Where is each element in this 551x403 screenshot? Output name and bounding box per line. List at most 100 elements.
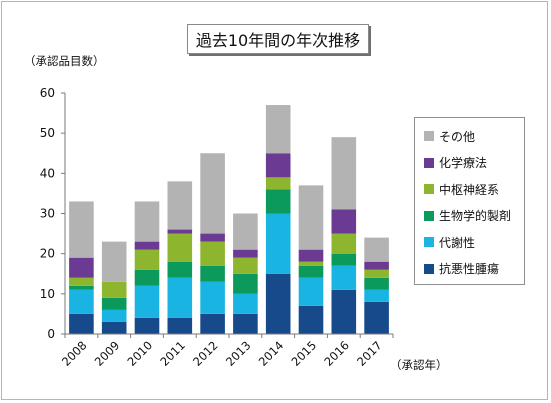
bar-segment-2012-5 (200, 153, 225, 234)
bar-segment-2008-5 (69, 201, 94, 258)
bar-segment-2015-2 (298, 265, 324, 278)
bar-segment-2015-5 (298, 185, 324, 250)
bar-segment-2013-5 (233, 213, 258, 250)
legend-swatch (424, 184, 434, 194)
bar-segment-2011-3 (167, 233, 193, 262)
bar-segment-2008-0 (69, 313, 94, 334)
y-tick-label-30: 30 (40, 207, 55, 221)
bar-segment-2010-5 (134, 201, 160, 242)
bar-segment-2014-5 (265, 105, 291, 154)
bar-segment-2014-3 (265, 177, 291, 190)
x-tick-label-2014: 2014 (256, 338, 287, 369)
bar-segment-2010-3 (134, 249, 160, 270)
bar-segment-2008-1 (69, 289, 94, 314)
legend-swatch (424, 263, 434, 274)
bar-segment-2008-4 (69, 257, 94, 278)
bar-segment-2016-3 (331, 233, 357, 254)
legend-item: その他 (424, 128, 475, 144)
bar-segment-2009-2 (101, 297, 127, 310)
bar-segment-2009-3 (101, 281, 127, 298)
bar-segment-2016-1 (331, 265, 357, 290)
bar-segment-2014-4 (265, 153, 291, 178)
bar-segment-2008-3 (69, 277, 94, 286)
bar-segment-2015-0 (298, 305, 324, 334)
legend-item: 生物学的製剤 (424, 208, 511, 224)
bar-segment-2016-5 (331, 137, 357, 210)
bar-segment-2017-2 (364, 277, 389, 290)
bar-segment-2012-2 (200, 265, 225, 282)
bar-segment-2010-0 (134, 317, 160, 334)
legend-label: 抗悪性腫瘍 (439, 262, 500, 276)
x-tick-label-2016: 2016 (321, 338, 352, 369)
chart-legend: その他化学療法中枢神経系生物学的製剤 代謝性抗悪性腫瘍 (414, 117, 525, 285)
bar-segment-2016-2 (331, 253, 357, 266)
bar-segment-2017-1 (364, 289, 389, 302)
y-tick-label-50: 50 (40, 126, 55, 140)
bar-segment-2012-1 (200, 281, 225, 314)
bar-segment-2017-3 (364, 269, 389, 278)
x-tick-label-2010: 2010 (125, 338, 156, 369)
x-tick-label-2012: 2012 (190, 338, 221, 369)
y-tick-label-0: 0 (47, 327, 55, 341)
bar-segment-2015-4 (298, 249, 324, 262)
bar-segment-2012-3 (200, 241, 225, 266)
legend-swatch (424, 237, 434, 247)
bars-layer (69, 105, 389, 334)
bar-segment-2017-4 (364, 261, 389, 270)
legend-item: 抗悪性腫瘍 (424, 261, 499, 277)
bar-segment-2009-0 (101, 321, 127, 334)
y-axis-label: （承認品目数） (24, 54, 105, 68)
bar-segment-2011-2 (167, 261, 193, 278)
bar-segment-2009-5 (101, 241, 127, 282)
x-tick-label-2017: 2017 (354, 338, 385, 369)
bar-segment-2011-4 (167, 229, 193, 234)
x-tick-label-2008: 2008 (59, 338, 90, 369)
x-axis-label: （承認年） (390, 358, 448, 372)
legend-swatch (424, 210, 434, 221)
legend-label: その他 (439, 129, 476, 144)
chart-title: 過去10年間の年次推移 (195, 31, 361, 50)
bar-segment-2014-1 (265, 213, 291, 274)
chart-title-box: 過去10年間の年次推移 (187, 24, 369, 54)
y-tick-label-20: 20 (40, 247, 55, 261)
bar-segment-2010-1 (134, 285, 160, 318)
x-tick-label-2009: 2009 (92, 338, 123, 369)
bar-segment-2012-4 (200, 233, 225, 242)
legend-label: 化学療法 (439, 156, 488, 170)
bar-segment-2017-5 (364, 237, 389, 262)
bar-segment-2012-0 (200, 313, 225, 334)
y-tick-label-10: 10 (40, 287, 55, 301)
bar-segment-2015-3 (298, 261, 324, 266)
legend-label: 代謝性 (439, 235, 476, 250)
x-tick-label-2013: 2013 (223, 338, 254, 369)
legend-label: 中枢神経系 (439, 182, 500, 197)
legend-swatch (424, 157, 434, 168)
bar-segment-2015-1 (298, 277, 324, 306)
legend-swatch (424, 131, 434, 141)
x-tick-label-2011: 2011 (157, 338, 188, 369)
bar-segment-2016-0 (331, 289, 357, 334)
bar-segment-2013-3 (233, 257, 258, 274)
legend-item: 化学療法 (424, 155, 487, 171)
bar-segment-2014-0 (265, 273, 291, 334)
legend-label: 生物学的製剤 (439, 209, 512, 223)
bar-segment-2014-2 (265, 189, 291, 214)
bar-segment-2011-5 (167, 181, 193, 230)
legend-item: 中枢神経系 (424, 181, 499, 197)
bar-segment-2017-0 (364, 301, 389, 334)
bar-segment-2013-0 (233, 313, 258, 334)
bar-segment-2011-0 (167, 317, 193, 334)
x-tick-label-2015: 2015 (289, 338, 320, 369)
bar-segment-2008-2 (69, 285, 94, 290)
bar-segment-2013-1 (233, 293, 258, 314)
y-tick-label-40: 40 (40, 166, 55, 180)
legend-item: 代謝性 (424, 234, 475, 250)
bar-segment-2013-4 (233, 249, 258, 258)
bar-segment-2016-4 (331, 209, 357, 234)
bar-segment-2009-1 (101, 309, 127, 322)
bar-segment-2011-1 (167, 277, 193, 318)
bar-segment-2013-2 (233, 273, 258, 294)
bar-segment-2010-2 (134, 269, 160, 286)
bar-segment-2010-4 (134, 241, 160, 250)
